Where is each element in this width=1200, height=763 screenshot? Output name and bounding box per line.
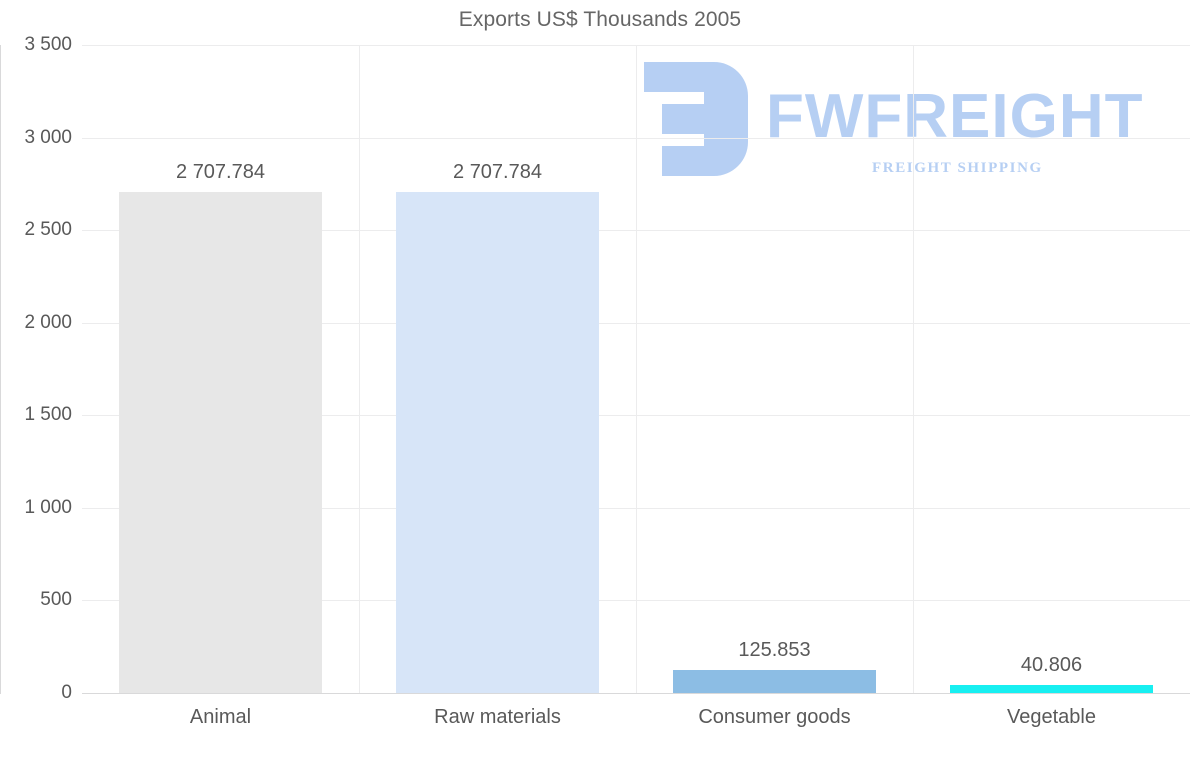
gridline: [82, 693, 1190, 694]
bar[interactable]: [396, 191, 599, 693]
bar[interactable]: [673, 669, 876, 693]
y-axis-tick-label: 3 500: [24, 34, 72, 55]
plot-area: [82, 45, 1190, 694]
bar-value-label: 125.853: [738, 638, 811, 661]
x-axis-category-label: Vegetable: [1007, 706, 1096, 728]
y-axis-ticks: 0 500 1 000 1 500 2 000 2 500 3 000 3 500: [0, 34, 1200, 703]
x-axis-category-label: Animal: [189, 706, 252, 728]
y-axis-tick-label: 3 000: [24, 126, 72, 148]
y-axis-tick-label: 1 000: [24, 496, 72, 518]
y-axis-tick-label: 2 000: [24, 311, 72, 333]
x-axis-category-label: Raw materials: [434, 706, 561, 728]
bar[interactable]: [119, 191, 322, 693]
y-axis-tick-label: 0: [61, 682, 72, 703]
y-axis-tick-label: 500: [40, 589, 72, 611]
bar[interactable]: [950, 685, 1153, 693]
category-separator: [359, 45, 360, 693]
y-axis-tick-label: 1 500: [24, 404, 72, 426]
bar-value-label: 2 707.784: [453, 160, 542, 183]
y-axis-line: [0, 45, 1, 694]
bar-value-label: 2 707.784: [176, 160, 265, 183]
chart-title: Exports US$ Thousands 2005: [458, 8, 742, 31]
bar-value-label: 40.806: [1020, 654, 1083, 677]
category-separator: [636, 45, 637, 693]
y-axis-tick-label: 2 500: [24, 219, 72, 241]
x-axis-category-label: Consumer goods: [698, 706, 851, 728]
category-separator: [913, 45, 914, 693]
